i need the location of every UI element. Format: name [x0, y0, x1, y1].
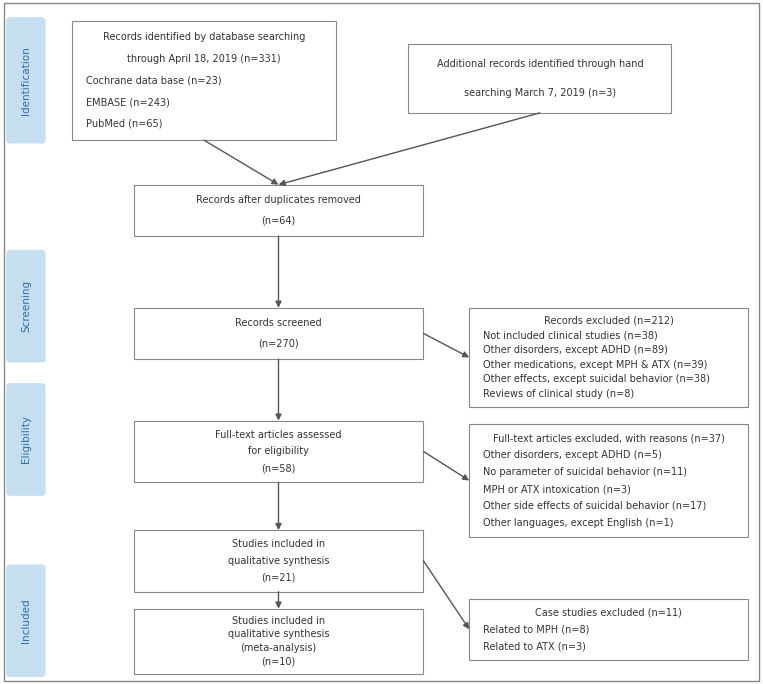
Text: Studies included in: Studies included in: [232, 616, 325, 626]
Text: (n=64): (n=64): [262, 215, 295, 226]
Text: Other disorders, except ADHD (n=89): Other disorders, except ADHD (n=89): [483, 345, 668, 355]
Text: Other side effects of suicidal behavior (n=17): Other side effects of suicidal behavior …: [483, 501, 707, 511]
Text: Eligibility: Eligibility: [21, 415, 31, 464]
Text: Other languages, except English (n=1): Other languages, except English (n=1): [483, 518, 674, 528]
Text: Cochrane data base (n=23): Cochrane data base (n=23): [86, 75, 222, 86]
FancyBboxPatch shape: [134, 308, 423, 359]
Text: searching March 7, 2019 (n=3): searching March 7, 2019 (n=3): [464, 88, 616, 98]
FancyBboxPatch shape: [469, 598, 748, 660]
Text: (n=270): (n=270): [258, 339, 299, 349]
Text: Related to MPH (n=8): Related to MPH (n=8): [483, 624, 589, 634]
Text: MPH or ATX intoxication (n=3): MPH or ATX intoxication (n=3): [483, 484, 631, 494]
Text: Identification: Identification: [21, 46, 31, 115]
Text: Records screened: Records screened: [235, 318, 322, 328]
Text: Full-text articles excluded, with reasons (n=37): Full-text articles excluded, with reason…: [493, 433, 724, 443]
FancyBboxPatch shape: [134, 609, 423, 674]
Text: Records after duplicates removed: Records after duplicates removed: [196, 195, 361, 205]
FancyBboxPatch shape: [4, 3, 759, 681]
Text: (meta-analysis): (meta-analysis): [240, 643, 317, 653]
FancyBboxPatch shape: [134, 421, 423, 482]
Text: qualitative synthesis: qualitative synthesis: [227, 556, 330, 566]
Text: for eligibility: for eligibility: [248, 447, 309, 456]
Text: Other disorders, except ADHD (n=5): Other disorders, except ADHD (n=5): [483, 450, 662, 460]
FancyBboxPatch shape: [408, 44, 671, 113]
Text: (n=58): (n=58): [261, 463, 296, 473]
Text: Screening: Screening: [21, 280, 31, 332]
Text: EMBASE (n=243): EMBASE (n=243): [86, 97, 170, 107]
Text: Included: Included: [21, 598, 31, 643]
Text: Records identified by database searching: Records identified by database searching: [103, 32, 305, 42]
Text: No parameter of suicidal behavior (n=11): No parameter of suicidal behavior (n=11): [483, 467, 687, 477]
FancyBboxPatch shape: [7, 250, 45, 362]
Text: Additional records identified through hand: Additional records identified through ha…: [436, 60, 643, 69]
FancyBboxPatch shape: [134, 530, 423, 592]
Text: qualitative synthesis: qualitative synthesis: [227, 629, 330, 640]
FancyBboxPatch shape: [72, 21, 336, 140]
Text: Other effects, except suicidal behavior (n=38): Other effects, except suicidal behavior …: [483, 374, 710, 384]
FancyBboxPatch shape: [7, 565, 45, 676]
Text: Studies included in: Studies included in: [232, 539, 325, 549]
Text: Case studies excluded (n=11): Case studies excluded (n=11): [535, 607, 682, 618]
FancyBboxPatch shape: [134, 185, 423, 236]
Text: Other medications, except MPH & ATX (n=39): Other medications, except MPH & ATX (n=3…: [483, 360, 707, 370]
Text: Not included clinical studies (n=38): Not included clinical studies (n=38): [483, 330, 658, 341]
Text: Reviews of clinical study (n=8): Reviews of clinical study (n=8): [483, 389, 634, 399]
Text: Records excluded (n=212): Records excluded (n=212): [543, 315, 674, 326]
Text: Full-text articles assessed: Full-text articles assessed: [215, 430, 342, 440]
Text: through April 18, 2019 (n=331): through April 18, 2019 (n=331): [127, 53, 281, 64]
FancyBboxPatch shape: [469, 308, 748, 407]
Text: PubMed (n=65): PubMed (n=65): [86, 119, 163, 129]
FancyBboxPatch shape: [469, 424, 748, 537]
FancyBboxPatch shape: [7, 384, 45, 495]
FancyBboxPatch shape: [7, 18, 45, 143]
Text: Related to ATX (n=3): Related to ATX (n=3): [483, 641, 586, 651]
Text: (n=10): (n=10): [262, 657, 295, 666]
Text: (n=21): (n=21): [261, 573, 296, 583]
